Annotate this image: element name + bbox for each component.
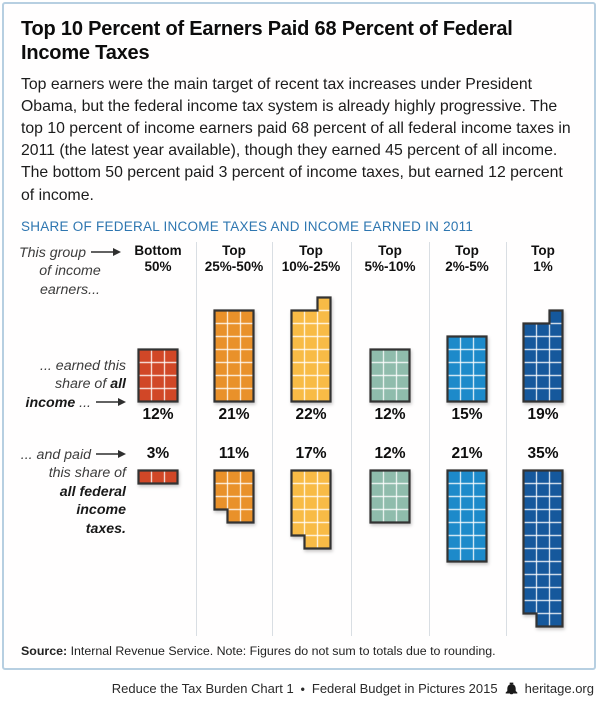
unit-block-chart: This group of income earners... ... earned… [4, 240, 594, 642]
income-block [368, 347, 412, 404]
taxes-percent-label: 3% [146, 444, 170, 462]
annotation-line: this share of [48, 465, 126, 482]
page-title: Top 10 Percent of Earners Paid 68 Percen… [21, 18, 513, 64]
taxes-percent-label: 11% [218, 444, 250, 462]
taxes-block [521, 468, 565, 629]
footer-publication: Federal Budget in Pictures 2015 [311, 681, 498, 696]
income-percent-label: 19% [527, 405, 559, 423]
income-block [212, 308, 256, 404]
column-header: Top 2%-5% [421, 243, 513, 275]
column-header-line: 25%-50% [204, 258, 264, 274]
infographic-card: Top 10 Percent of Earners Paid 68 Percen… [2, 2, 596, 670]
annotation-line: share of all [55, 376, 126, 393]
income-percent-label: 15% [451, 405, 483, 423]
page-footer: Reduce the Tax Burden Chart 1 • Federal … [0, 681, 594, 696]
income-percent-label: 12% [142, 405, 174, 423]
income-percent-label: 21% [218, 405, 250, 423]
right-arrow-icon [96, 397, 126, 406]
annotation-line: income ... [10, 394, 126, 413]
taxes-percent-label: 21% [451, 444, 483, 462]
column-header-line: Top [222, 242, 246, 258]
column-divider [196, 241, 197, 636]
source-text: Internal Revenue Service. Note: Figures … [67, 643, 496, 658]
column-header-line: Top [378, 242, 402, 258]
taxes-row-annotation: ... and paid this share of all federal inco… [10, 446, 126, 539]
annotation-line: of income [39, 263, 101, 280]
column-header-line: 1% [533, 258, 553, 274]
column-header-line: Top [299, 242, 323, 258]
annotation-line: ... earned this [40, 357, 126, 374]
column-divider [429, 241, 430, 636]
footer-site-link[interactable]: heritage.org [524, 681, 594, 696]
column-header-line: 10%-25% [281, 258, 341, 274]
annotation-line: ... and paid [10, 446, 126, 465]
taxes-block [136, 468, 180, 486]
annotation-line: income [76, 502, 126, 519]
annotation-line: all federal [59, 483, 126, 500]
column-divider [506, 241, 507, 636]
column-header: Top 25%-50% [188, 243, 280, 275]
taxes-block [212, 468, 256, 525]
taxes-percent-label: 35% [527, 444, 559, 462]
income-percent-label: 22% [295, 405, 327, 423]
column-divider [351, 241, 352, 636]
right-arrow-icon [96, 449, 126, 458]
column-header-line: Top [455, 242, 479, 258]
footer-bullet: • [300, 681, 305, 696]
right-arrow-icon [91, 247, 122, 256]
column-header-line: Top [531, 242, 555, 258]
column-header-line: 2%-5% [445, 258, 489, 274]
intro-paragraph: Top earners were the main target of rece… [21, 76, 571, 204]
column-header: Top 1% [497, 243, 589, 275]
income-block [445, 334, 489, 404]
liberty-bell-icon [505, 682, 518, 695]
column-header-line: Bottom [134, 242, 182, 258]
source-label: Source: [21, 643, 68, 658]
taxes-percent-label: 17% [295, 444, 327, 462]
annotation-line: earners... [40, 281, 100, 298]
chart-heading: SHARE OF FEDERAL INCOME TAXES AND INCOME… [21, 218, 474, 234]
column-header: Top 5%-10% [344, 243, 436, 275]
annotation-line: This group [18, 244, 122, 263]
text-block: Top 10 Percent of Earners Paid 68 Percen… [4, 17, 594, 234]
taxes-block [445, 468, 489, 564]
taxes-percent-label: 12% [374, 444, 406, 462]
column-header: Bottom 50% [112, 243, 204, 275]
source-note: Source: Internal Revenue Service. Note: … [4, 642, 594, 658]
income-block [521, 308, 565, 404]
column-header-line: 50% [144, 258, 172, 274]
column-header: Top 10%-25% [265, 243, 357, 275]
group-annotation: This group of income earners... [18, 244, 122, 300]
income-block [136, 347, 180, 404]
annotation-line: taxes. [85, 520, 126, 537]
column-header-line: 5%-10% [364, 258, 416, 274]
taxes-block [289, 468, 333, 551]
income-row-annotation: ... earned this share of all income ... [10, 357, 126, 413]
income-block [289, 295, 333, 404]
taxes-block [368, 468, 412, 525]
footer-chart-ref: Reduce the Tax Burden Chart 1 [111, 681, 294, 696]
income-percent-label: 12% [374, 405, 406, 423]
column-divider [272, 241, 273, 636]
